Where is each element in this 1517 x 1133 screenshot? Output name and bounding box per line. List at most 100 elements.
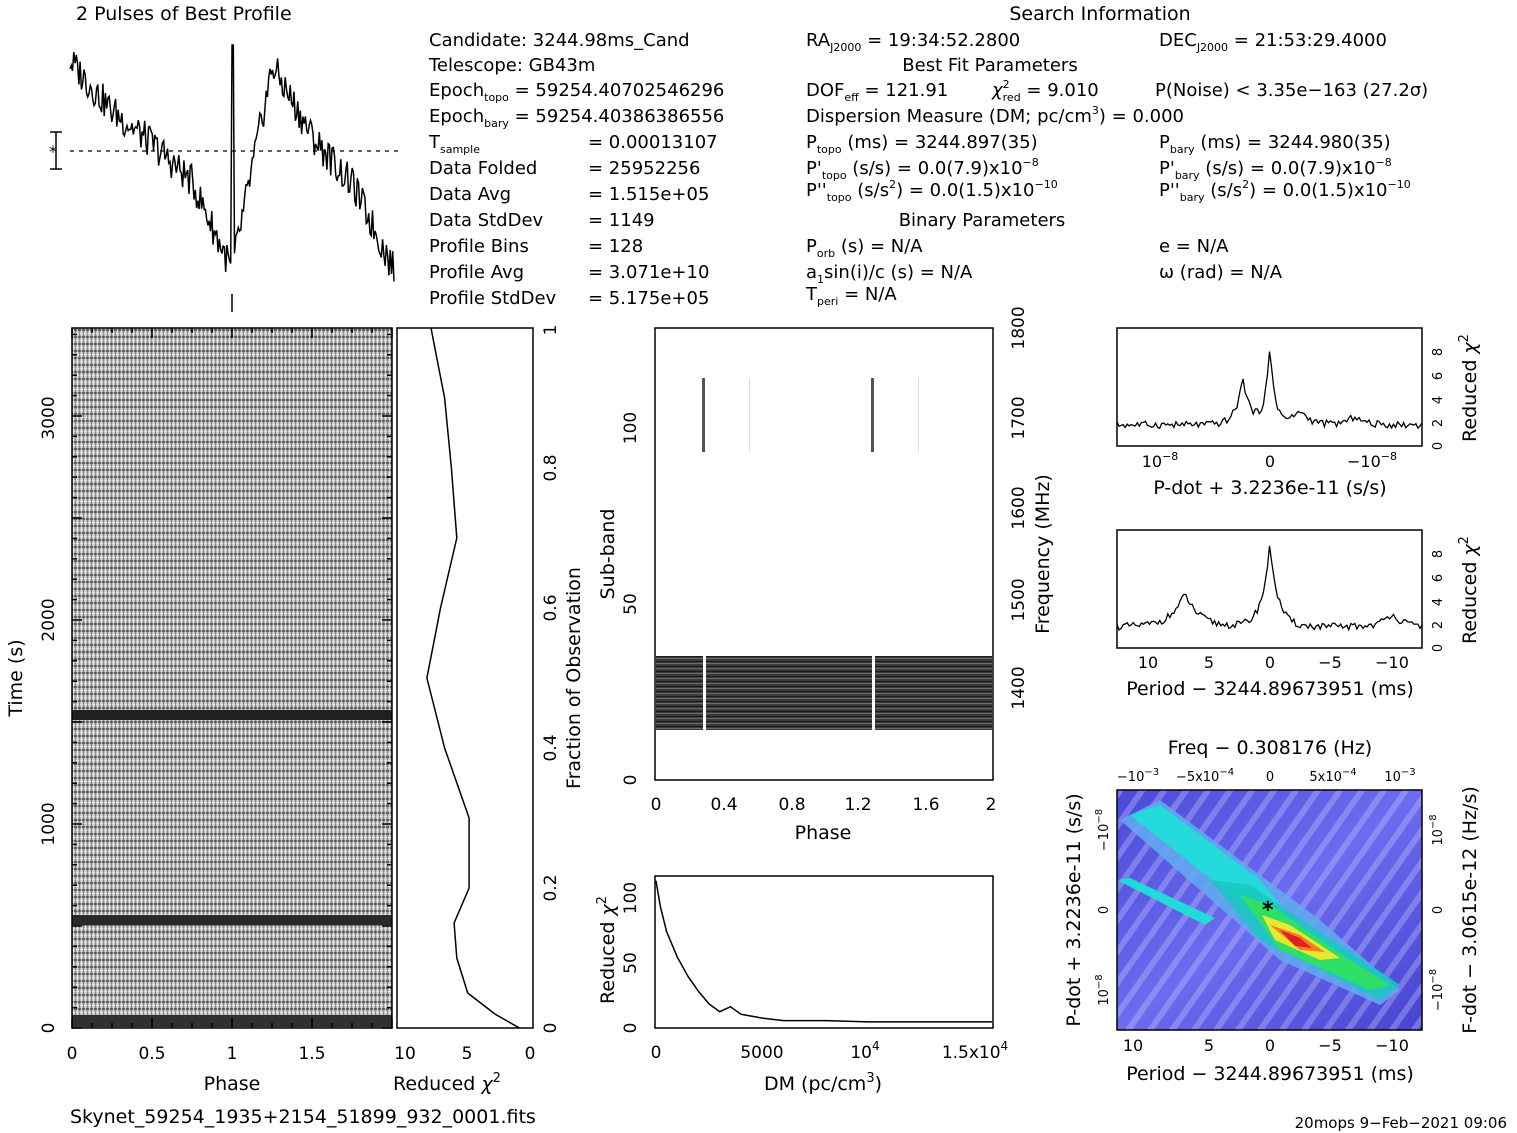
chi-line: χ2 red = 9.010 [991, 78, 1099, 104]
pd-ytick-0: 0 [1431, 442, 1446, 450]
dm-ylabel: Reduced χ2 [595, 896, 619, 1004]
dm-xtick-0: 0 [651, 1043, 662, 1063]
cf-ytick-2: 0.4 [541, 734, 561, 761]
data-folded-label: Data Folded [429, 158, 537, 179]
porb-line: Porb (s) = N/A [806, 236, 923, 260]
cf-xlabel: Reduced χ2 [393, 1071, 501, 1095]
telescope-line: Telescope: GB43m [428, 55, 595, 76]
profile-stddev-value: = 5.175e+05 [588, 288, 709, 309]
sb-xtick-5: 2 [986, 795, 997, 815]
tp-ytick-1: 1000 [39, 802, 59, 845]
cf-xtick-2: 0 [525, 1044, 536, 1064]
time-phase-yticks: 0 1000 2000 3000 [39, 396, 59, 1033]
footer-timestamp: 20mops 9−Feb−2021 09:06 [1295, 1114, 1507, 1132]
cf-xtick-0: 10 [394, 1044, 416, 1064]
pdot-chi2-frame [1116, 327, 1423, 447]
subband-yticks: 0 50 100 [621, 412, 641, 786]
pdot-topo-line: P'topo (s/s) = 0.0(7.9)x10−8 [806, 156, 1039, 182]
dm-plot: 0 5000 104 1.5x104 0 50 100 DM (pc/cm3) … [595, 875, 1008, 1095]
profile-avg-value: = 3.071e+10 [588, 262, 709, 283]
pd-ytick-4: 8 [1431, 348, 1446, 356]
tsample-label: Tsample [428, 132, 480, 156]
profile-title: 2 Pulses of Best Profile [76, 3, 292, 25]
ppd-y2tick-0: 0 [1431, 906, 1446, 914]
p-pdot-frame [1116, 789, 1423, 1031]
time-phase-ticks [71, 328, 393, 1029]
candidate-info: Candidate: 3244.98ms_Cand Telescope: GB4… [428, 30, 724, 309]
dm-line: Dispersion Measure (DM; pc/cm3) = 0.000 [806, 104, 1184, 127]
ppd-x2tick-0: −10−3 [1117, 767, 1159, 785]
a1sini-line: a1sin(i)/c (s) = N/A [806, 262, 973, 286]
pe-xlabel: Period − 3244.89673951 (ms) [1126, 678, 1414, 700]
ppd-xtick-4: −10 [1375, 1036, 1409, 1055]
sb-xtick-3: 1.2 [844, 795, 871, 815]
period-xticks: 10 5 0 −5 −10 [1138, 653, 1409, 672]
candidate-line: Candidate: 3244.98ms_Cand [429, 30, 690, 51]
period-chi2-line [1116, 545, 1423, 632]
eccentricity-line: e = N/A [1159, 236, 1229, 257]
pe-xtick-2: 0 [1265, 653, 1275, 672]
pnoise-line: P(Noise) < 3.35e−163 (27.2σ) [1155, 80, 1428, 101]
ppd-xticks: 10 5 0 −5 −10 [1123, 1036, 1409, 1055]
pdot-chi2-plot: 10−8 0 −10−8 0 2 4 6 8 P-dot + 3.2236e-1… [1116, 327, 1481, 499]
tperi-line: Tperi = N/A [805, 284, 897, 308]
sb-ytick-2: 100 [621, 412, 641, 444]
ppd-xlabel: Period − 3244.89673951 (ms) [1126, 1063, 1414, 1085]
data-stddev-value: = 1149 [588, 210, 655, 231]
sb-xtick-0: 0 [651, 795, 662, 815]
tp-xlabel: Phase [204, 1073, 261, 1095]
profile-stddev-label: Profile StdDev [429, 288, 557, 309]
ppd-ylabel: P-dot + 3.2236e-11 (s/s) [1063, 793, 1085, 1026]
tp-ylabel: Time (s) [5, 639, 27, 717]
dm-frame [654, 875, 994, 1029]
dm-xtick-3: 1.5x104 [942, 1039, 1008, 1063]
tp-ytick-2: 2000 [39, 598, 59, 641]
dof-line: DOFeff = 121.91 [806, 80, 948, 104]
pe-ytick-1: 2 [1431, 621, 1446, 629]
tp-xtick-3: 1.5 [298, 1044, 325, 1064]
ppd-xtick-3: −5 [1318, 1036, 1342, 1055]
epoch-topo-line: Epochtopo = 59254.40702546296 [429, 80, 724, 104]
cf-ylabel: Fraction of Observation [563, 567, 585, 789]
chi2-fraction-frame [396, 327, 534, 1029]
chi2-fraction-yticks: 0 0.2 0.4 0.6 0.8 1 [541, 325, 561, 1034]
pe-xtick-3: −5 [1318, 653, 1342, 672]
sb-xtick-1: 0.4 [710, 795, 737, 815]
cf-ytick-3: 0.6 [541, 594, 561, 621]
dec-line: DECJ2000 = 21:53:29.4000 [1159, 30, 1387, 54]
pe-xtick-4: −10 [1375, 653, 1409, 672]
pddot-bary-line: P''bary (s/s2) = 0.0(1.5)x10−10 [1159, 178, 1411, 204]
sb-ytick-0: 0 [621, 775, 641, 786]
tp-xtick-0: 0 [67, 1044, 78, 1064]
cf-ytick-1: 0.2 [541, 874, 561, 901]
subband-plot: 0 0.4 0.8 1.2 1.6 2 0 50 100 1400 1500 1… [597, 306, 1054, 844]
tp-ytick-0: 0 [39, 1023, 59, 1034]
pe-xtick-1: 5 [1204, 653, 1214, 672]
chi2-fraction-line [426, 327, 520, 1029]
profile-line [69, 44, 395, 282]
pe-ytick-0: 0 [1431, 644, 1446, 652]
p-pdot-image [1117, 790, 1422, 1030]
pdot-yticks: 0 2 4 6 8 [1431, 348, 1446, 450]
profile-avg-label: Profile Avg [429, 262, 524, 283]
pd-ytick-3: 6 [1431, 372, 1446, 380]
cf-xtick-1: 5 [462, 1044, 473, 1064]
sb-xtick-4: 1.6 [912, 795, 939, 815]
data-avg-value: = 1.515e+05 [588, 184, 709, 205]
chi2-fraction-xticks: 10 5 0 [394, 1044, 535, 1064]
best-fit-title: Best Fit Parameters [902, 55, 1077, 76]
sb-y2tick-0: 1400 [1009, 666, 1029, 709]
dm-line [655, 880, 992, 1023]
cf-ytick-5: 1 [541, 325, 561, 336]
pdot-chi2-line [1116, 351, 1423, 430]
ppd-ytick-top: −10−8 [1094, 809, 1112, 851]
p-pdot-map: Freq − 0.308176 (Hz) * 10 5 0 −5 −10 −10… [1063, 737, 1481, 1085]
search-information: Search Information RAJ2000 = 19:34:52.28… [805, 3, 1428, 308]
ppd-ytick-0: 0 [1097, 906, 1112, 914]
ppd-x2ticks: −10−3 −5x10−4 0 5x10−4 10−3 [1117, 767, 1416, 785]
sb-y2label: Frequency (MHz) [1032, 474, 1054, 634]
ppd-xtick-0: 10 [1123, 1036, 1143, 1055]
ppd-xtick-1: 5 [1204, 1036, 1214, 1055]
pulse-profile: * [49, 44, 398, 312]
